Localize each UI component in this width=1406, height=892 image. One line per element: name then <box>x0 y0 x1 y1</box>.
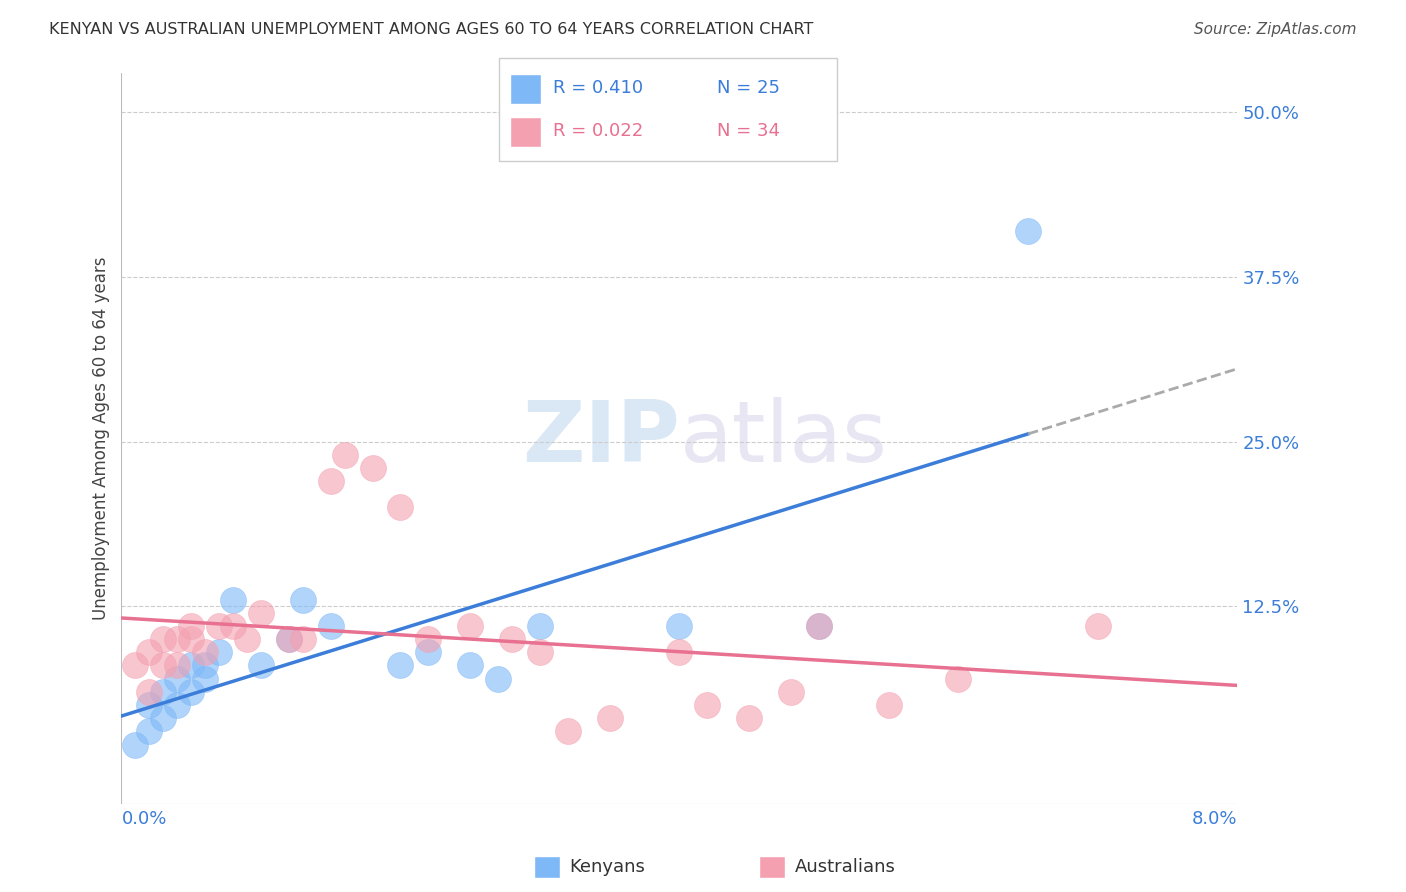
Point <box>138 698 160 712</box>
Point <box>319 474 342 488</box>
Y-axis label: Unemployment Among Ages 60 to 64 years: Unemployment Among Ages 60 to 64 years <box>93 257 110 620</box>
Point <box>138 724 160 739</box>
Point <box>458 658 481 673</box>
Point <box>780 685 803 699</box>
Point <box>166 698 188 712</box>
Point <box>418 645 440 659</box>
Text: 0.0%: 0.0% <box>121 810 167 829</box>
Point <box>529 619 551 633</box>
Text: 8.0%: 8.0% <box>1192 810 1237 829</box>
Point <box>877 698 900 712</box>
Point <box>250 606 273 620</box>
Point <box>180 619 202 633</box>
Text: KENYAN VS AUSTRALIAN UNEMPLOYMENT AMONG AGES 60 TO 64 YEARS CORRELATION CHART: KENYAN VS AUSTRALIAN UNEMPLOYMENT AMONG … <box>49 22 814 37</box>
Point <box>180 685 202 699</box>
Point <box>418 632 440 647</box>
Point <box>138 645 160 659</box>
Point <box>166 632 188 647</box>
Text: Source: ZipAtlas.com: Source: ZipAtlas.com <box>1194 22 1357 37</box>
Point <box>738 711 761 725</box>
Text: N = 34: N = 34 <box>717 122 780 140</box>
Point <box>948 672 970 686</box>
Point <box>180 658 202 673</box>
Point <box>222 619 245 633</box>
Point <box>152 685 174 699</box>
Point <box>208 619 231 633</box>
Point <box>166 658 188 673</box>
Point <box>124 658 146 673</box>
Point <box>124 738 146 752</box>
Point <box>389 500 412 515</box>
Point <box>194 672 217 686</box>
Point <box>166 672 188 686</box>
Point <box>501 632 523 647</box>
Point <box>291 632 314 647</box>
Point <box>486 672 509 686</box>
Point <box>333 448 356 462</box>
Point <box>222 592 245 607</box>
Point <box>696 698 718 712</box>
Text: Kenyans: Kenyans <box>569 858 645 876</box>
Point <box>1087 619 1109 633</box>
Point <box>557 724 579 739</box>
Point <box>194 658 217 673</box>
Point <box>236 632 259 647</box>
Point <box>361 461 384 475</box>
Point <box>194 645 217 659</box>
Point <box>668 645 690 659</box>
Point <box>807 619 830 633</box>
Point <box>152 658 174 673</box>
Point <box>668 619 690 633</box>
Point <box>208 645 231 659</box>
Point <box>152 632 174 647</box>
Point <box>277 632 299 647</box>
Text: Australians: Australians <box>794 858 896 876</box>
Point <box>152 711 174 725</box>
Point <box>250 658 273 673</box>
Text: R = 0.022: R = 0.022 <box>553 122 643 140</box>
Point <box>138 685 160 699</box>
Point <box>529 645 551 659</box>
Point <box>277 632 299 647</box>
Point <box>319 619 342 633</box>
Point <box>291 592 314 607</box>
Point <box>1017 224 1039 238</box>
Text: R = 0.410: R = 0.410 <box>553 79 643 97</box>
Point <box>458 619 481 633</box>
Text: atlas: atlas <box>679 397 887 480</box>
Point <box>389 658 412 673</box>
Point <box>599 711 621 725</box>
Point <box>180 632 202 647</box>
Text: N = 25: N = 25 <box>717 79 780 97</box>
Text: ZIP: ZIP <box>522 397 679 480</box>
Point <box>807 619 830 633</box>
